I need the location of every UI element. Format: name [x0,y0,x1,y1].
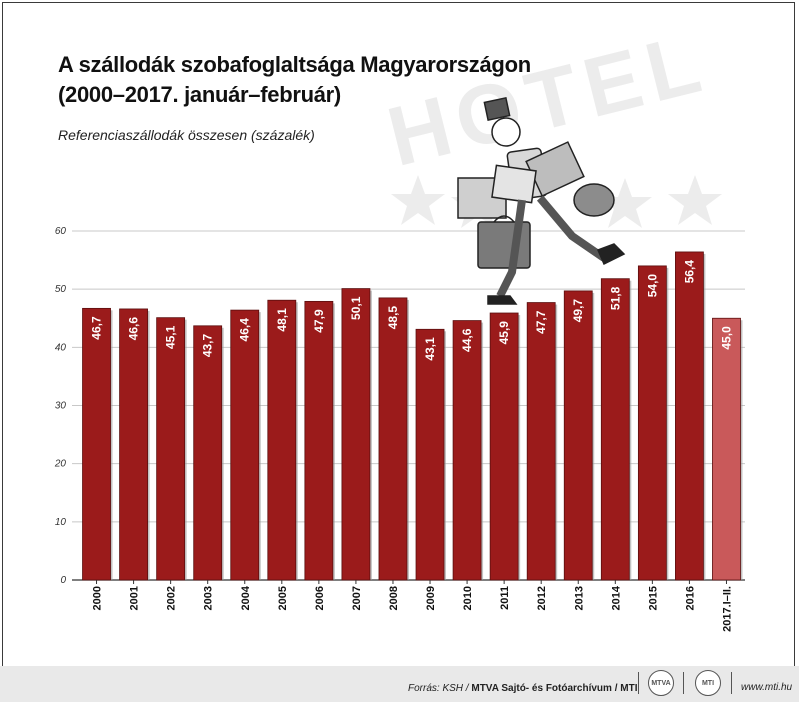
bar-value-label: 51,8 [608,286,622,310]
y-tick-label: 60 [55,226,67,237]
x-category-label: 2016 [684,586,696,610]
shoe-icon [487,295,518,305]
bar-value-label: 46,7 [90,316,104,340]
source-agency: MTVA Sajtó- és Fotóarchívum / MTI [471,683,638,694]
bar-value-label: 49,7 [571,299,585,323]
bar [563,290,593,581]
source-credit: Forrás: KSH / MTVA Sajtó- és Fotóarchívu… [408,683,637,694]
bar [675,251,704,581]
bar-value-label: 54,0 [645,274,659,298]
bar-value-label: 45,1 [164,325,178,349]
y-axis-ticks: 0 10 20 30 40 50 60 [54,226,67,586]
bar-value-label: 46,6 [127,317,141,341]
x-category-label: 2003 [203,586,215,610]
x-category-label: 2004 [240,585,252,610]
x-category-label: 2015 [647,586,659,610]
bar-value-label: 44,6 [460,328,474,352]
y-tick-label: 10 [55,517,67,528]
watermark-star-icon [668,175,722,225]
bar [600,278,630,581]
footer-separator [731,672,732,694]
bar [415,328,445,581]
bar-value-label: 46,4 [238,318,252,342]
x-category-label: 2005 [277,586,289,610]
x-category-label: 2002 [166,586,178,610]
bar [378,297,408,581]
chart-title-line2: (2000–2017. január–február) [58,82,341,107]
footer-separator [638,672,639,694]
hat-icon [483,97,511,121]
legs-icon [496,195,607,298]
watermark-star-icon [391,175,445,225]
bar [267,299,297,581]
bar [193,325,223,581]
x-category-label: 2000 [92,586,104,610]
bar [230,309,260,581]
y-tick-label: 30 [55,401,67,412]
footer-bar [0,666,799,702]
x-category-label: 2012 [536,586,548,610]
bar [526,302,556,581]
bar-value-label: 48,1 [275,308,289,332]
bar [304,300,334,581]
suitcase-handle-icon [493,215,515,223]
bar-value-label: 43,1 [423,337,437,361]
bar [341,288,371,581]
bar [82,307,111,581]
x-category-label: 2011 [499,586,511,610]
y-tick-label: 40 [55,342,67,353]
x-category-label: 2008 [388,586,400,610]
bar [637,265,667,581]
chart-title: A szállodák szobafoglaltsága Magyarorszá… [58,50,531,110]
y-tick-label: 0 [60,575,66,586]
bar-value-label: 45,0 [719,326,733,350]
source-prefix: Forrás: KSH / [408,683,472,694]
hotel-watermark: HOTEL [379,14,722,228]
bar-value-label: 47,9 [312,309,326,333]
website-link[interactable]: www.mti.hu [741,682,793,693]
suitcase-icon [477,221,531,269]
box-icon [491,164,537,204]
bar-value-label: 50,1 [349,296,363,320]
bar [712,317,741,581]
watermark-star-icon [598,178,652,228]
x-category-label: 2013 [573,586,585,610]
bar [119,308,148,581]
bar-value-label: 45,9 [497,321,511,345]
bar-value-label: 48,5 [386,306,400,330]
x-category-label: 2014 [610,585,622,610]
x-category-label: 2010 [462,586,474,610]
mtva-logo-icon: MTVA [648,670,674,696]
y-tick-label: 50 [55,284,67,295]
shoe-icon [597,243,626,266]
y-tick-label: 20 [54,459,67,470]
bars: 46,7 46,6 45,1 43,7 46,4 48,1 47,9 50,1 48,5 43,1… [82,251,743,581]
mti-logo-icon: MTI [695,670,721,696]
bar [452,320,482,581]
x-category-label: 2006 [314,586,326,610]
bar [489,312,519,581]
bellboy-illustration [457,97,626,305]
chart-title-line1: A szállodák szobafoglaltsága Magyarorszá… [58,52,531,77]
bar-value-label: 47,7 [534,310,548,334]
x-category-label: 2007 [351,586,363,610]
head-icon [491,117,521,147]
bar-value-label: 56,4 [682,260,696,284]
x-category-label: 2001 [129,586,141,610]
x-category-label: 2009 [425,586,437,610]
footer-separator [683,672,684,694]
x-axis-labels: 2000 2001 2002 2003 2004 2005 2006 2007 2008 2009… [92,580,733,632]
x-category-label: 2017.I–II. [721,586,733,632]
bar-value-label: 43,7 [201,333,215,357]
chart-subtitle: Referenciaszállodák összesen (százalék) [58,127,315,143]
round-bag-icon [573,183,615,217]
bar [156,317,186,581]
